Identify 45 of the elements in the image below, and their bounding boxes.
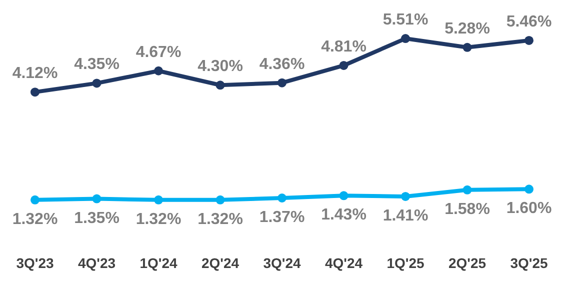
point xyxy=(278,78,286,88)
x-tick-label: 3Q'24 xyxy=(263,254,301,271)
x-tick-label: 2Q'25 xyxy=(448,254,486,271)
point xyxy=(524,184,534,194)
point xyxy=(462,42,472,52)
data-label: 4.36% xyxy=(259,56,305,73)
x-tick-label: 1Q'24 xyxy=(140,254,178,271)
data-label: 1.37% xyxy=(259,208,305,226)
data-label: 4.67% xyxy=(136,44,182,61)
point xyxy=(462,185,472,194)
data-label: 4.35% xyxy=(74,56,120,74)
point xyxy=(154,66,163,76)
data-label: 1.60% xyxy=(506,200,552,218)
x-tick-label: 2Q'24 xyxy=(201,254,240,271)
point xyxy=(30,88,40,97)
point xyxy=(401,34,410,44)
point xyxy=(92,194,102,204)
data-label: 4.30% xyxy=(198,58,243,76)
data-label: 1.58% xyxy=(444,200,490,218)
data-label: 4.81% xyxy=(321,38,366,56)
data-label: 1.43% xyxy=(321,206,366,224)
point xyxy=(216,80,225,90)
x-tick-label: 3Q'25 xyxy=(510,254,548,271)
data-label: 1.35% xyxy=(74,210,120,227)
point xyxy=(339,60,348,70)
x-tick-label: 4Q'24 xyxy=(324,254,363,271)
x-tick-label: 1Q'25 xyxy=(386,254,424,271)
point xyxy=(216,195,225,204)
point xyxy=(524,36,534,45)
data-label: 1.32% xyxy=(136,210,182,228)
point xyxy=(154,195,163,204)
data-label: 1.32% xyxy=(12,210,58,228)
point xyxy=(30,195,40,204)
data-label: 5.46% xyxy=(506,13,552,30)
point xyxy=(401,192,410,201)
point xyxy=(278,193,286,202)
point xyxy=(92,78,102,88)
data-label: 5.28% xyxy=(444,20,490,38)
x-tick-label: 3Q'23 xyxy=(16,254,54,271)
point xyxy=(339,191,348,200)
data-label: 1.32% xyxy=(198,210,243,228)
data-label: 4.12% xyxy=(12,65,58,82)
data-label: 5.51% xyxy=(382,12,428,29)
x-tick-label: 4Q'23 xyxy=(78,254,116,271)
data-label: 1.41% xyxy=(382,207,428,224)
